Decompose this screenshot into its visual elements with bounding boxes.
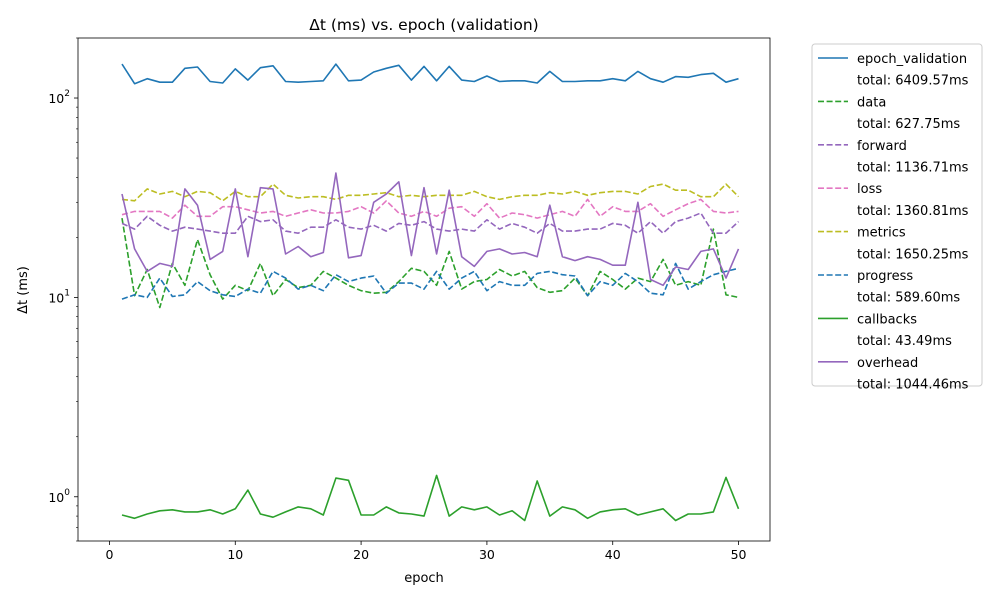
- y-tick-label: 100: [48, 488, 70, 505]
- series-line-epoch-validation: [121, 63, 739, 85]
- y-axis-ticks: 100 101 102: [48, 37, 78, 542]
- legend-total: total: 1136.71ms: [857, 161, 969, 176]
- series-line-progress: [121, 262, 739, 300]
- x-axis-ticks: 0 10 20 30 40 50: [105, 541, 747, 562]
- legend-label: epoch_validation: [857, 52, 967, 67]
- x-tick-label: 30: [479, 547, 495, 562]
- y-axis-label: Δt (ms): [16, 266, 31, 314]
- x-axis-label: epoch: [404, 571, 444, 586]
- legend-total: total: 1650.25ms: [857, 247, 969, 262]
- series-line-loss: [121, 198, 739, 219]
- legend: epoch_validation total: 6409.57ms data tota…: [811, 43, 983, 393]
- legend-total: total: 6409.57ms: [857, 74, 969, 89]
- legend-label: progress: [857, 269, 913, 284]
- axes: 0 10 20 30 40 50 100 101 102: [48, 37, 771, 562]
- legend-total: total: 627.75ms: [857, 117, 960, 132]
- series-layer: [121, 63, 740, 522]
- series-line-forward: [121, 212, 740, 234]
- x-tick-label: 40: [605, 547, 621, 562]
- legend-label: callbacks: [857, 312, 917, 327]
- legend-label: data: [857, 95, 886, 110]
- y-tick-label: 101: [48, 288, 70, 305]
- legend-total: total: 43.49ms: [857, 334, 952, 349]
- x-tick-label: 50: [731, 547, 747, 562]
- plot-frame: [77, 37, 771, 542]
- legend-label: loss: [857, 182, 882, 197]
- legend-label: overhead: [857, 356, 918, 371]
- chart-title: Δt (ms) vs. epoch (validation): [309, 16, 538, 34]
- x-tick-label: 10: [227, 547, 243, 562]
- legend-total: total: 1360.81ms: [857, 204, 969, 219]
- series-line-callbacks: [121, 474, 740, 522]
- legend-total: total: 1044.46ms: [857, 378, 969, 393]
- legend-frame: [811, 43, 983, 387]
- x-tick-label: 20: [353, 547, 369, 562]
- legend-label: metrics: [857, 226, 906, 241]
- series-line-overhead: [121, 172, 740, 287]
- legend-total: total: 589.60ms: [857, 291, 960, 306]
- x-tick-label: 0: [105, 547, 113, 562]
- y-tick-label: 102: [48, 89, 70, 106]
- series-line-metrics: [121, 183, 740, 202]
- legend-label: forward: [857, 139, 907, 154]
